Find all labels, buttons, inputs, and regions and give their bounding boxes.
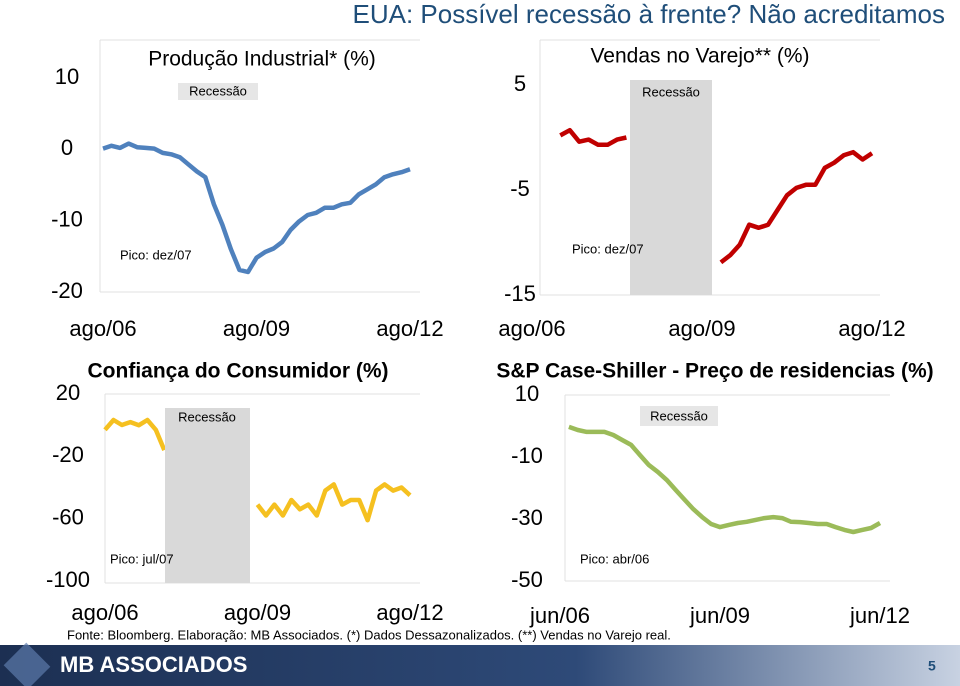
x-tick-label: ago/06: [71, 600, 138, 625]
series-line: [568, 424, 882, 535]
chart-title: S&P Case-Shiller - Preço de residencias …: [496, 360, 933, 383]
slide-title: EUA: Possível recessão à frente? Não acr…: [352, 0, 945, 29]
brand: MB ASSOCIADOS: [60, 652, 247, 677]
page-number: 5: [928, 658, 936, 674]
logo-mark: [3, 642, 51, 686]
y-tick-label: 20: [56, 380, 80, 405]
x-tick-label: ago/06: [498, 316, 565, 341]
y-tick-label: -20: [52, 442, 84, 467]
x-tick-label: ago/06: [69, 316, 136, 341]
y-tick-label: -60: [52, 504, 84, 529]
y-tick-label: -30: [511, 505, 543, 530]
x-tick-label: ago/09: [668, 316, 735, 341]
recession-label: Recessão: [650, 408, 708, 423]
x-tick-label: ago/09: [224, 600, 291, 625]
y-tick-label: -100: [46, 567, 90, 592]
peak-label: Pico: dez/07: [572, 241, 644, 256]
recession-label: Recessão: [189, 83, 247, 98]
chart-title: Produção Industrial* (%): [148, 48, 376, 71]
recession-band: [640, 406, 718, 426]
series-line: [103, 417, 412, 523]
recession-band: [630, 80, 712, 295]
y-tick-label: -15: [504, 281, 536, 306]
footer-bar: [0, 645, 960, 686]
chart-title: Confiança do Consumidor (%): [88, 360, 389, 383]
chart-title: Vendas no Varejo** (%): [590, 45, 809, 68]
recession-band: [165, 408, 250, 583]
recession-label: Recessão: [178, 409, 236, 424]
y-tick-label: 10: [55, 64, 79, 89]
x-tick-label: ago/12: [376, 600, 443, 625]
peak-label: Pico: dez/07: [120, 247, 192, 262]
series-line: [559, 127, 874, 265]
y-tick-label: -5: [510, 176, 530, 201]
x-tick-label: jun/12: [849, 603, 910, 628]
peak-label: Pico: abr/06: [580, 551, 649, 566]
source-note: Fonte: Bloomberg. Elaboração: MB Associa…: [67, 627, 671, 642]
y-tick-label: 5: [514, 71, 526, 96]
recession-label: Recessão: [642, 84, 700, 99]
y-tick-label: 10: [515, 381, 539, 406]
peak-label: Pico: jul/07: [110, 551, 174, 566]
x-tick-label: ago/09: [223, 316, 290, 341]
x-tick-label: ago/12: [838, 316, 905, 341]
y-tick-label: -10: [51, 206, 83, 231]
y-tick-label: -10: [511, 443, 543, 468]
y-tick-label: 0: [61, 135, 73, 160]
x-tick-label: jun/09: [689, 603, 750, 628]
x-tick-label: ago/12: [376, 316, 443, 341]
series-line: [102, 141, 411, 275]
y-tick-label: -20: [51, 278, 83, 303]
x-tick-label: jun/06: [529, 603, 590, 628]
y-tick-label: -50: [511, 567, 543, 592]
recession-band: [178, 83, 258, 100]
